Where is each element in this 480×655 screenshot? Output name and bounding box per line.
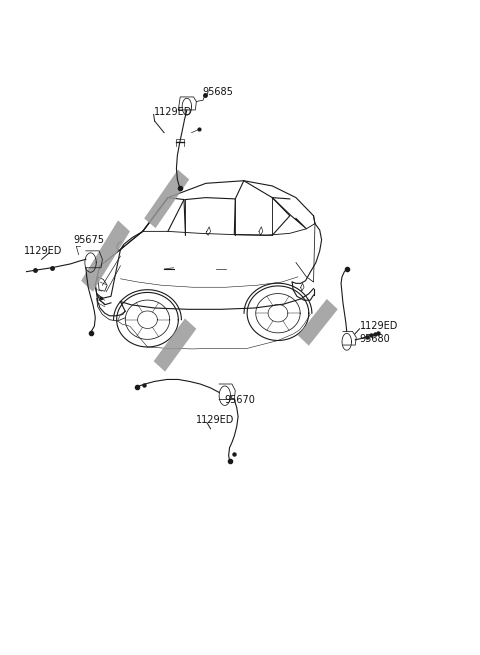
Polygon shape: [298, 299, 338, 346]
Polygon shape: [81, 220, 130, 291]
Text: 1129ED: 1129ED: [154, 107, 192, 117]
Text: 95685: 95685: [202, 87, 233, 98]
Text: 1129ED: 1129ED: [24, 246, 62, 256]
Text: 95670: 95670: [225, 395, 256, 405]
Text: 1129ED: 1129ED: [196, 415, 235, 424]
Text: 1129ED: 1129ED: [360, 321, 398, 331]
Text: 95680: 95680: [360, 334, 390, 344]
Text: 95675: 95675: [73, 235, 104, 245]
Polygon shape: [154, 318, 196, 371]
Polygon shape: [144, 170, 189, 228]
